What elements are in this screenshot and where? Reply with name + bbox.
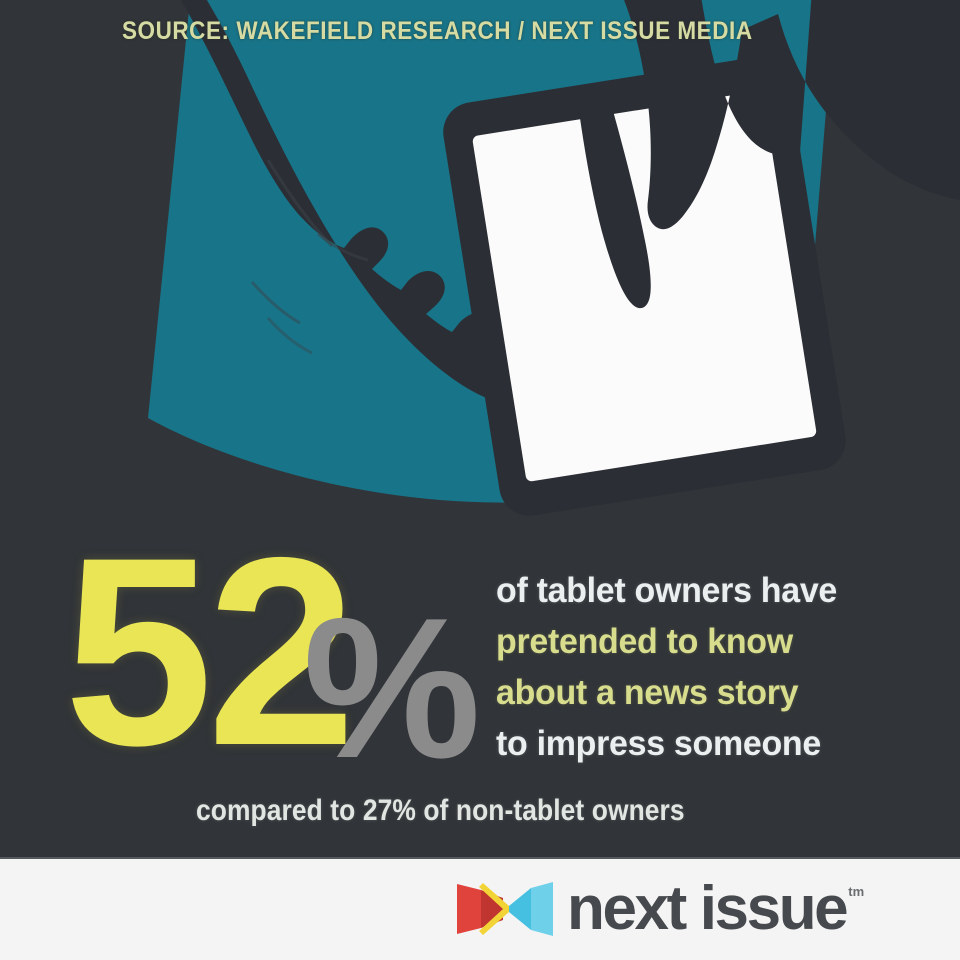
stat-percent-symbol: % (303, 577, 481, 800)
statement-line-1: of tablet owners have (496, 571, 838, 610)
statement-line-4: to impress someone (496, 724, 821, 763)
footer-bar: next issue tm (0, 857, 960, 960)
statement-text: of tablet owners have pretended to know … (496, 565, 926, 769)
source-credit: SOURCE: WAKEFIELD RESEARCH / NEXT ISSUE … (122, 17, 753, 45)
logo-wordmark-group: next issue tm (567, 877, 864, 941)
hand-silhouettes (180, 0, 522, 404)
statistic-block: 52 % of tablet owners have pretended to … (0, 517, 960, 857)
tablet-illustration (148, 0, 960, 503)
holding-hand (578, 0, 960, 309)
next-issue-logo[interactable]: next issue tm (453, 875, 864, 943)
statement-line-2: pretended to know (496, 622, 793, 661)
big-number-group: 52 % (60, 517, 481, 800)
trademark-symbol: tm (848, 884, 865, 899)
stat-number: 52 (64, 501, 356, 801)
comparison-text: compared to 27% of non-tablet owners (196, 794, 685, 827)
statement-line-3: about a news story (496, 673, 799, 712)
next-issue-logo-mark (457, 882, 553, 936)
logo-wordmark: next issue (567, 874, 849, 943)
